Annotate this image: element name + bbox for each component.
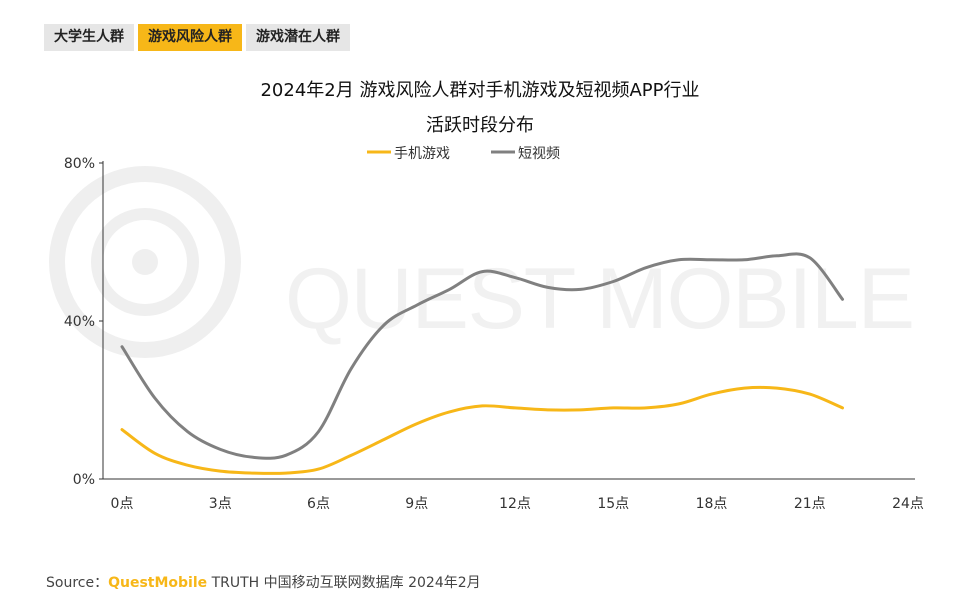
source-note: Source：QuestMobile TRUTH 中国移动互联网数据库 2024… [46,572,481,592]
x-tick-label: 15点 [597,496,629,512]
y-tick-label: 40% [64,314,95,330]
source-rest: TRUTH 中国移动互联网数据库 2024年2月 [207,575,481,591]
series-line-0 [120,385,844,475]
x-tick-label: 18点 [696,496,728,512]
tab-gaming-potential-group[interactable]: 游戏潜在人群 [246,24,350,51]
legend-label-1: 短视频 [518,146,560,162]
x-tick-label: 24点 [892,496,924,512]
tab-gaming-risk-group[interactable]: 游戏风险人群 [138,24,242,51]
x-tick-label: 9点 [405,496,428,512]
watermark-text: QUEST MOBILE [285,251,915,347]
watermark-logo-dot [132,249,158,275]
source-brand: QuestMobile [108,575,208,591]
legend-label-0: 手机游戏 [394,146,450,162]
series-line-1 [120,252,844,460]
tab-bar: 大学生人群 游戏风险人群 游戏潜在人群 [44,24,350,51]
x-tick-label: 6点 [307,496,330,512]
x-tick-label: 0点 [111,496,134,512]
axes: 0% 40% 80% 0点 3点 6点 9点 12点 15点 18点 21点 24点 [64,156,924,512]
source-prefix: Source： [46,575,109,591]
watermark: QUEST MOBILE [49,166,915,358]
y-tick-label: 0% [73,472,95,488]
x-tick-label: 12点 [499,496,531,512]
chart-title: 2024年2月 游戏风险人群对手机游戏及短视频APP行业 [260,80,700,101]
watermark-logo-inner-ring [91,208,199,316]
tab-college-students[interactable]: 大学生人群 [44,24,134,51]
watermark-logo-ring [49,166,241,358]
series-lines [120,252,844,475]
y-tick-label: 80% [64,156,95,172]
x-tick-label: 21点 [794,496,826,512]
legend: 手机游戏 短视频 [367,146,560,162]
chart-subtitle: 活跃时段分布 [426,115,534,136]
x-tick-label: 3点 [209,496,232,512]
